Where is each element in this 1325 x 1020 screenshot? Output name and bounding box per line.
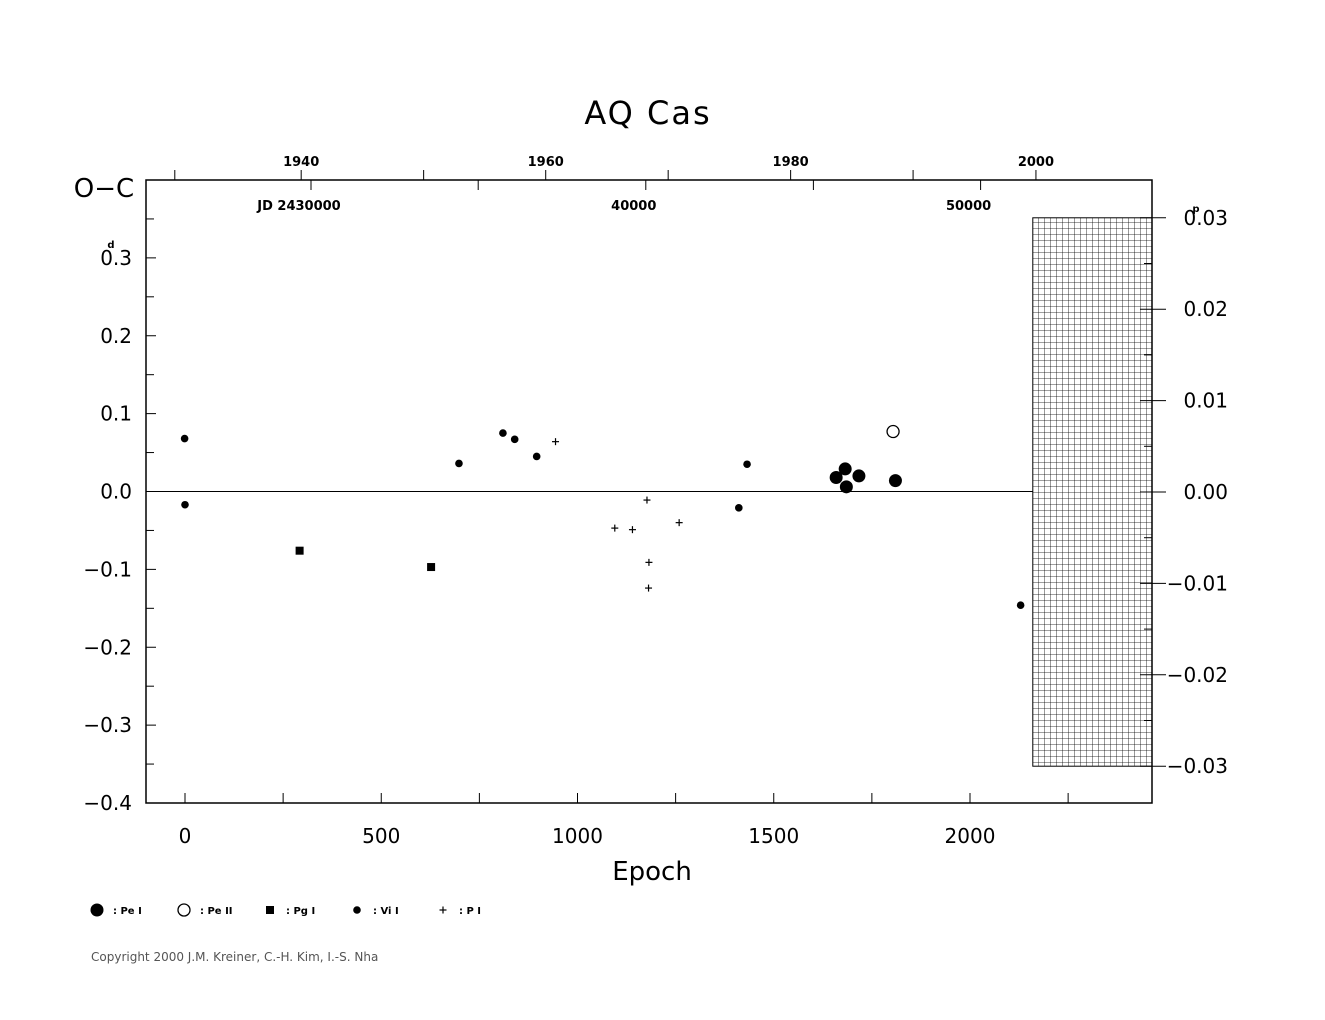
y-tick-label: −0.2 (83, 635, 132, 659)
bottom-axis: 0 500 1000 1500 2000 (179, 793, 1069, 848)
point-vi-i (181, 500, 189, 509)
point-pe-i (829, 470, 843, 484)
y-axis-label: O−C (74, 174, 134, 204)
legend: : Pe I : Pe II : Pg I : Vi I : P I (90, 903, 481, 917)
right-tick-label: −0.02 (1167, 663, 1228, 687)
right-axis-unit: p (1192, 204, 1199, 215)
year-tick-label: 2000 (1018, 155, 1054, 170)
x-tick-label: 1500 (748, 824, 799, 848)
hatched-area (1032, 217, 1153, 767)
year-tick-label: 1960 (528, 155, 564, 170)
legend-label: : Pe I (113, 906, 142, 917)
y-axis-unit: d (107, 240, 114, 251)
y-tick-label: −0.3 (83, 713, 132, 737)
data-points (180, 424, 1025, 609)
right-tick-label: 0.02 (1183, 297, 1228, 321)
point-pg-i (427, 563, 436, 572)
point-p-i (628, 526, 636, 534)
point-p-i (552, 438, 560, 446)
legend-marker (439, 906, 447, 914)
right-tick-label: −0.01 (1167, 571, 1228, 595)
point-pe-i (852, 469, 866, 483)
y-tick-label: 0.1 (100, 402, 132, 426)
right-tick-label: 0.00 (1183, 480, 1228, 504)
legend-marker (266, 906, 274, 914)
year-tick-label: 1940 (283, 155, 319, 170)
right-tick-label: 0.03 (1183, 206, 1228, 230)
legend-label: : Vi I (373, 906, 399, 917)
jd-tick-label: 50000 (946, 199, 991, 214)
hatched-region (1032, 217, 1153, 767)
legend-label: : Pe II (200, 906, 233, 917)
point-p-i (643, 496, 651, 504)
copyright-text: Copyright 2000 J.M. Kreiner, C.-H. Kim, … (91, 950, 378, 964)
point-p-i (675, 519, 683, 527)
point-pe-ii (886, 424, 900, 439)
point-p-i (611, 524, 619, 532)
point-vi-i (180, 434, 189, 443)
point-p-i (645, 558, 653, 566)
top-axis: 1940 1960 1980 2000 JD 2430000 40000 50000 (174, 155, 1054, 214)
point-pe-i (838, 462, 852, 476)
point-vi-i (499, 429, 507, 437)
legend-marker (353, 906, 361, 914)
x-tick-label: 2000 (945, 824, 996, 848)
point-pg-i (295, 546, 304, 555)
y-tick-label: 0.0 (100, 480, 132, 504)
legend-label: : P I (459, 906, 481, 917)
right-tick-label: −0.03 (1167, 754, 1228, 778)
point-pe-i (888, 474, 902, 488)
point-pe-i (839, 480, 853, 494)
point-vi-i (1016, 601, 1025, 609)
y-tick-label: 0.3 (100, 246, 132, 270)
point-vi-i (735, 504, 743, 512)
left-axis: −0.4 −0.3 −0.2 −0.1 0.0 0.1 0.2 0.3 (83, 179, 156, 815)
point-vi-i (455, 459, 463, 468)
x-tick-label: 0 (179, 824, 192, 848)
point-p-i (645, 584, 653, 592)
jd-tick-label: JD 2430000 (256, 199, 340, 214)
y-tick-label: −0.4 (83, 791, 132, 815)
jd-tick-label: 40000 (611, 199, 656, 214)
point-vi-i (532, 452, 541, 461)
legend-marker (177, 903, 191, 917)
right-axis: −0.03 −0.02 −0.01 0.00 0.01 0.02 0.03 (1140, 206, 1228, 778)
x-tick-label: 1000 (552, 824, 603, 848)
right-tick-label: 0.01 (1183, 389, 1228, 413)
x-axis-label: Epoch (612, 857, 692, 887)
chart-title: AQ Cas (584, 94, 711, 132)
year-tick-label: 1980 (773, 155, 809, 170)
legend-marker (90, 903, 104, 917)
y-tick-label: −0.1 (83, 557, 132, 581)
point-vi-i (743, 460, 751, 469)
y-tick-label: 0.2 (100, 324, 132, 348)
x-tick-label: 500 (362, 824, 400, 848)
legend-label: : Pg I (286, 906, 315, 917)
point-vi-i (510, 435, 519, 444)
